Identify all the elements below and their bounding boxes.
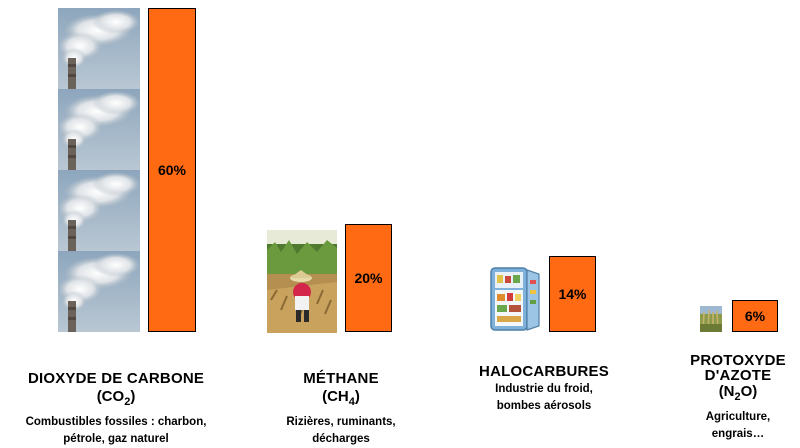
gas-name-halocarbures: HALOCARBURES bbox=[479, 363, 609, 380]
factory-chimney-smoke-image bbox=[58, 8, 140, 332]
gas-sources-methane: Rizières, ruminants, décharges bbox=[286, 416, 396, 445]
caption-halocarbures: HALOCARBURES Industrie du froid, bombes … bbox=[460, 363, 628, 415]
gas-formula-co2: (CO2) bbox=[96, 388, 136, 408]
bar-protoxyde bbox=[732, 300, 778, 332]
bar-methane bbox=[345, 224, 392, 332]
gas-sources-co2: Combustibles fossiles : charbon, pétrole… bbox=[25, 416, 207, 445]
bar-halocarbures bbox=[549, 256, 596, 332]
crop-field-image bbox=[700, 306, 722, 332]
open-refrigerator-image bbox=[487, 266, 541, 332]
gas-name-protoxyde-line2: D'AZOTE bbox=[704, 367, 772, 384]
gas-formula-methane: (CH4) bbox=[322, 388, 360, 408]
caption-methane: MÉTHANE (CH4) Rizières, ruminants, décha… bbox=[256, 370, 426, 448]
bar-co2 bbox=[148, 8, 196, 332]
caption-protoxyde: PROTOXYDE D'AZOTE (N2O) Agriculture, eng… bbox=[676, 353, 800, 443]
gas-name-protoxyde-line1: PROTOXYDE bbox=[690, 352, 786, 369]
rice-field-worker-image bbox=[267, 230, 337, 333]
bar-value-label-co2: 60% bbox=[157, 162, 187, 178]
caption-co2: DIOXYDE DE CARBONE (CO2) Combustibles fo… bbox=[0, 370, 232, 448]
gas-sources-halocarbures: Industrie du froid, bombes aérosols bbox=[495, 383, 593, 412]
bar-value-label-methane: 20% bbox=[354, 270, 383, 286]
bar-value-label-halocarbures: 14% bbox=[558, 286, 587, 302]
gas-name-methane: MÉTHANE bbox=[303, 370, 379, 387]
bar-value-label-protoxyde: 6% bbox=[744, 308, 766, 324]
gas-name-co2: DIOXYDE DE CARBONE bbox=[27, 370, 205, 387]
gas-formula-protoxyde: (N2O) bbox=[718, 383, 758, 403]
gas-sources-protoxyde: Agriculture, engrais… bbox=[705, 411, 771, 440]
